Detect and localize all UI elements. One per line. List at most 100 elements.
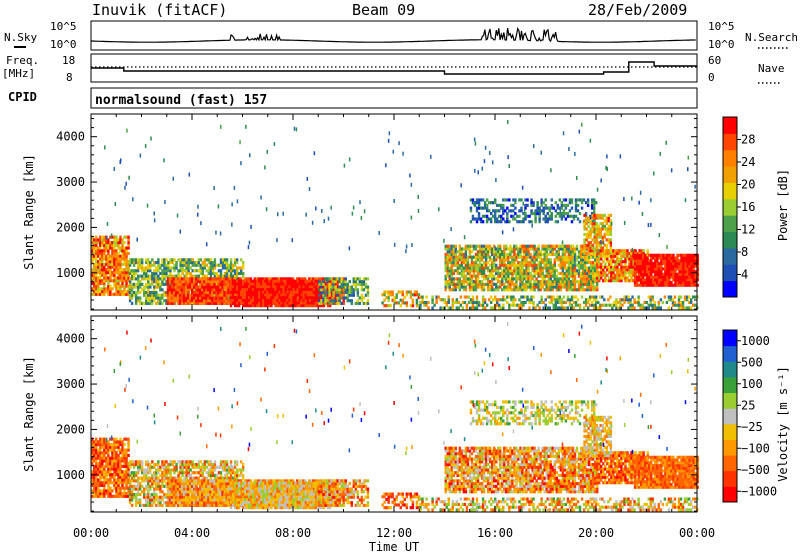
power-cell (127, 238, 130, 242)
power-cell (568, 201, 572, 205)
power-cell (582, 198, 586, 202)
power-cell (395, 301, 398, 305)
power-cell (132, 271, 136, 276)
power-cell (125, 284, 128, 288)
power-cell (244, 298, 247, 302)
power-cell (596, 257, 599, 261)
power-cell (545, 266, 548, 270)
power-cell (203, 261, 207, 265)
power-cell (254, 295, 257, 300)
power-cell (176, 282, 180, 286)
power-cell (593, 221, 596, 226)
power-cell (356, 282, 360, 286)
power-cell (528, 298, 531, 302)
power-cell (314, 290, 318, 294)
power-cell (586, 201, 590, 205)
power-cell (119, 254, 122, 258)
power-cell (280, 285, 283, 289)
power-cell (123, 268, 126, 272)
power-cell (219, 274, 223, 278)
power-cell (668, 278, 671, 282)
power-cell (211, 271, 215, 276)
power-cell (256, 293, 259, 297)
power-cell (93, 268, 96, 272)
power-cell (132, 263, 136, 267)
power-cell (513, 261, 516, 265)
power-cell (641, 283, 645, 287)
power-cell (127, 243, 130, 247)
power-cell (537, 252, 540, 256)
power-cell (509, 247, 512, 251)
power-cell (544, 220, 547, 224)
power-cell (581, 280, 585, 284)
power-cell (203, 282, 206, 286)
power-cell (127, 279, 130, 283)
power-cell (191, 301, 194, 305)
power-cell (107, 262, 110, 266)
power-cell (397, 290, 400, 294)
power-cell (684, 256, 687, 260)
power-cell (159, 296, 162, 300)
power-cell (225, 269, 229, 273)
power-cell (505, 244, 508, 248)
power-cell (326, 295, 330, 300)
power-cell (223, 290, 226, 295)
power-cell (117, 254, 120, 258)
power-cell (163, 299, 166, 303)
power-cell (111, 265, 114, 269)
power-cell (322, 288, 325, 292)
power-cell (241, 282, 245, 286)
power-cell (589, 227, 592, 231)
power-cell (397, 301, 400, 305)
power-cell (462, 266, 466, 270)
power-cell (451, 300, 454, 305)
power-cell (302, 279, 306, 283)
power-cell (310, 282, 314, 286)
power-cell (517, 247, 520, 251)
power-cell (515, 288, 518, 292)
power-cell (686, 264, 689, 268)
power-cell (541, 285, 544, 289)
power-cell (643, 253, 647, 257)
power-cell (609, 227, 613, 231)
power-cell (209, 299, 212, 303)
power-cell (101, 265, 104, 269)
power-cell (99, 265, 102, 269)
power-cell (280, 279, 283, 283)
power-cell (169, 271, 172, 276)
power-cell (558, 295, 562, 299)
power-cell (553, 271, 556, 276)
power-cell (668, 270, 671, 274)
power-cell (93, 246, 96, 250)
power-cell (529, 261, 532, 265)
power-cell (107, 254, 110, 258)
power-cell (461, 300, 465, 305)
power-cell (123, 270, 126, 275)
power-cell (308, 277, 311, 281)
power-cell (312, 298, 316, 302)
power-cell (624, 257, 627, 261)
power-cell (233, 298, 237, 302)
power-cell (512, 198, 515, 202)
power-cell (267, 277, 271, 281)
power-cell (568, 214, 572, 218)
power-cell (235, 258, 239, 262)
power-cell (275, 277, 279, 281)
power-cell (559, 280, 563, 284)
power-cell (664, 259, 667, 263)
power-cell (470, 285, 474, 289)
power-cell (674, 278, 677, 282)
power-cell (182, 277, 186, 281)
power-cell (284, 279, 287, 283)
power-cell (591, 224, 594, 228)
power-cell (256, 290, 259, 294)
power-cell (109, 262, 112, 266)
power-cell (115, 268, 118, 272)
power-cell (272, 282, 275, 286)
power-cell (505, 255, 508, 259)
power-cell (381, 301, 384, 305)
power-cell (153, 285, 156, 289)
power-cell (97, 276, 100, 280)
power-cell (533, 252, 536, 256)
power-cell (395, 293, 398, 297)
